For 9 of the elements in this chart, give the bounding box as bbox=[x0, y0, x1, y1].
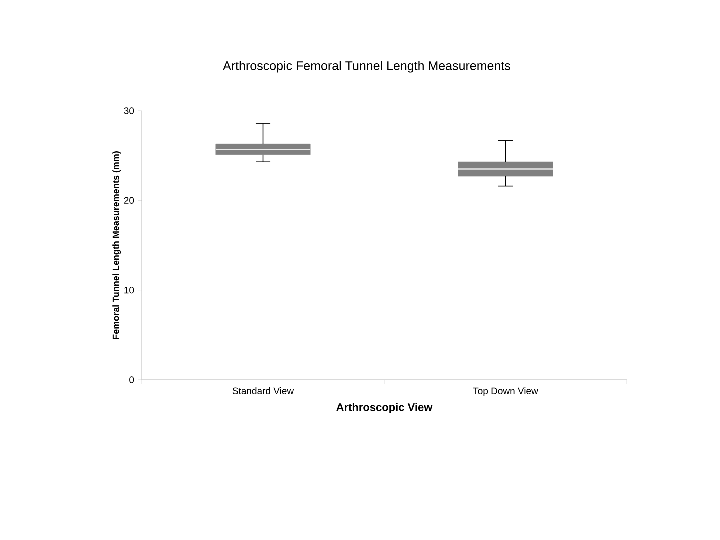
y-axis-title: Femoral Tunnel Length Measurements (mm) bbox=[112, 152, 122, 340]
y-tick-label: 30 bbox=[124, 108, 134, 114]
y-tick-label: 0 bbox=[130, 376, 134, 384]
y-tick-label: 20 bbox=[124, 197, 134, 204]
x-tick-label: Standard View bbox=[232, 388, 294, 394]
y-tick-label: 10 bbox=[124, 286, 134, 294]
x-axis-title: Arthroscopic View bbox=[336, 403, 433, 414]
chart-title: Arthroscopic Femoral Tunnel Length Measurements bbox=[223, 61, 510, 73]
x-tick-label: Top Down View bbox=[473, 388, 538, 396]
